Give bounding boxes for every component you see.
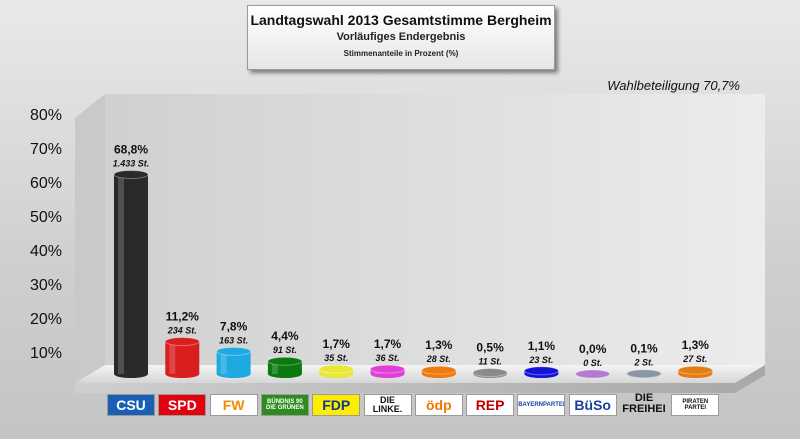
data-label-votes: 11 St. bbox=[478, 357, 501, 367]
data-label-percent: 7,8% bbox=[220, 319, 248, 333]
bar-top bbox=[575, 369, 611, 379]
data-label-percent: 1,1% bbox=[528, 339, 556, 353]
data-label-percent: 1,7% bbox=[323, 337, 351, 351]
title-box: Landtagswahl 2013 Gesamtstimme Bergheim … bbox=[247, 5, 555, 70]
data-label-percent: 11,2% bbox=[166, 310, 200, 324]
bar-base bbox=[114, 370, 148, 378]
bar-top bbox=[370, 364, 405, 374]
data-label-votes: 2 St. bbox=[633, 358, 653, 368]
chart-title: Landtagswahl 2013 Gesamtstimme Bergheim bbox=[250, 12, 552, 28]
party-logo-row: CSU SPD FW BÜNDNIS 90 DIE GRÜNEN FDP DIE LINK… bbox=[100, 393, 720, 422]
y-tick-label: 30% bbox=[30, 277, 62, 294]
data-label-percent: 0,0% bbox=[579, 342, 607, 356]
bar-7 bbox=[421, 365, 457, 378]
party-logo-3: FW bbox=[209, 394, 258, 416]
bar-top bbox=[626, 369, 662, 379]
y-tick-label: 40% bbox=[30, 243, 62, 260]
bar-body bbox=[114, 174, 148, 374]
y-tick-label: 70% bbox=[30, 141, 62, 158]
party-logo-1: CSU bbox=[107, 394, 155, 416]
bar-base bbox=[216, 370, 251, 378]
bar-top bbox=[523, 366, 559, 376]
bar-highlight bbox=[271, 361, 278, 374]
data-label-percent: 1,7% bbox=[374, 337, 402, 351]
bar-11 bbox=[626, 369, 662, 379]
bar-top bbox=[267, 356, 303, 366]
y-tick-label: 50% bbox=[30, 209, 62, 226]
data-label-votes: 234 St. bbox=[167, 326, 197, 336]
bar-highlight bbox=[220, 351, 227, 374]
data-label-votes: 91 St. bbox=[273, 345, 297, 355]
unit-note: Stimmenanteile in Prozent (%) bbox=[343, 49, 459, 58]
bar-top bbox=[113, 169, 149, 179]
y-tick-label: 10% bbox=[30, 345, 62, 362]
data-label-percent: 1,3% bbox=[682, 338, 710, 352]
party-logo-5: FDP bbox=[312, 394, 361, 416]
data-label-votes: 27 St. bbox=[682, 354, 707, 364]
data-label-percent: 4,4% bbox=[271, 329, 299, 343]
party-logo-7: ödp bbox=[414, 394, 463, 416]
data-label-percent: 0,1% bbox=[630, 342, 658, 356]
bars-group: 68,8% 1.433 St. 11,2% 234 St. 7,8% 163 St. 4,4… bbox=[113, 142, 713, 379]
bar-highlight bbox=[169, 341, 176, 374]
chart-back-wall bbox=[105, 94, 765, 365]
data-label-percent: 1,3% bbox=[425, 338, 453, 352]
bar-3 bbox=[216, 346, 252, 378]
data-label-votes: 28 St. bbox=[426, 354, 451, 364]
bar-base bbox=[267, 370, 302, 378]
party-logo-10: BüSo bbox=[568, 394, 617, 416]
bar-10 bbox=[575, 369, 611, 379]
bar-12 bbox=[677, 365, 713, 378]
chart-subtitle: Vorläufiges Endergebnis bbox=[336, 31, 466, 43]
data-label-votes: 35 St. bbox=[324, 353, 348, 363]
y-tick-label: 60% bbox=[30, 175, 62, 192]
party-logo-11: DIE FREIHEI bbox=[622, 392, 666, 415]
party-logo-4: BÜNDNIS 90 DIE GRÜNEN bbox=[260, 394, 309, 416]
data-label-votes: 0 St. bbox=[583, 358, 602, 368]
bar-top bbox=[472, 368, 508, 378]
bar-9 bbox=[523, 366, 559, 378]
bar-top bbox=[216, 346, 252, 356]
data-label-percent: 68,8% bbox=[114, 142, 148, 156]
bar-top bbox=[677, 365, 713, 375]
bar-6 bbox=[370, 364, 405, 378]
bar-top bbox=[421, 365, 457, 375]
party-logo-6: DIE LINKE. bbox=[363, 394, 412, 416]
bar-5 bbox=[318, 364, 354, 378]
chart-side-wall bbox=[75, 94, 105, 383]
chart-floor-edge bbox=[75, 365, 765, 393]
data-label-votes: 1.433 St. bbox=[113, 158, 150, 168]
party-logo-9: BAYERNPARTEI bbox=[517, 394, 566, 416]
bar-1 bbox=[113, 169, 149, 378]
party-logo-8: REP bbox=[466, 394, 515, 416]
turnout-label: Wahlbeteiligung 70,7% bbox=[607, 78, 740, 93]
y-tick-label: 20% bbox=[30, 311, 62, 328]
party-logo-2: SPD bbox=[158, 394, 207, 416]
y-tick-label: 80% bbox=[30, 107, 62, 124]
bar-2 bbox=[164, 337, 200, 378]
data-label-votes: 23 St. bbox=[528, 355, 553, 365]
bar-4 bbox=[267, 356, 303, 378]
bar-top bbox=[318, 364, 354, 374]
bar-top bbox=[164, 337, 200, 347]
bar-body bbox=[216, 351, 251, 374]
data-label-votes: 163 St. bbox=[219, 335, 248, 345]
bar-8 bbox=[472, 368, 508, 378]
data-label-votes: 36 St. bbox=[375, 353, 399, 363]
y-axis: 10% 20% 30% 40% 50% 60% 70% 80% bbox=[30, 107, 62, 362]
bar-highlight bbox=[118, 174, 124, 374]
bar-base bbox=[165, 370, 200, 378]
bar-body bbox=[165, 341, 200, 374]
party-logo-12: PIRATEN PARTEI bbox=[671, 394, 720, 416]
data-label-percent: 0,5% bbox=[476, 341, 504, 355]
